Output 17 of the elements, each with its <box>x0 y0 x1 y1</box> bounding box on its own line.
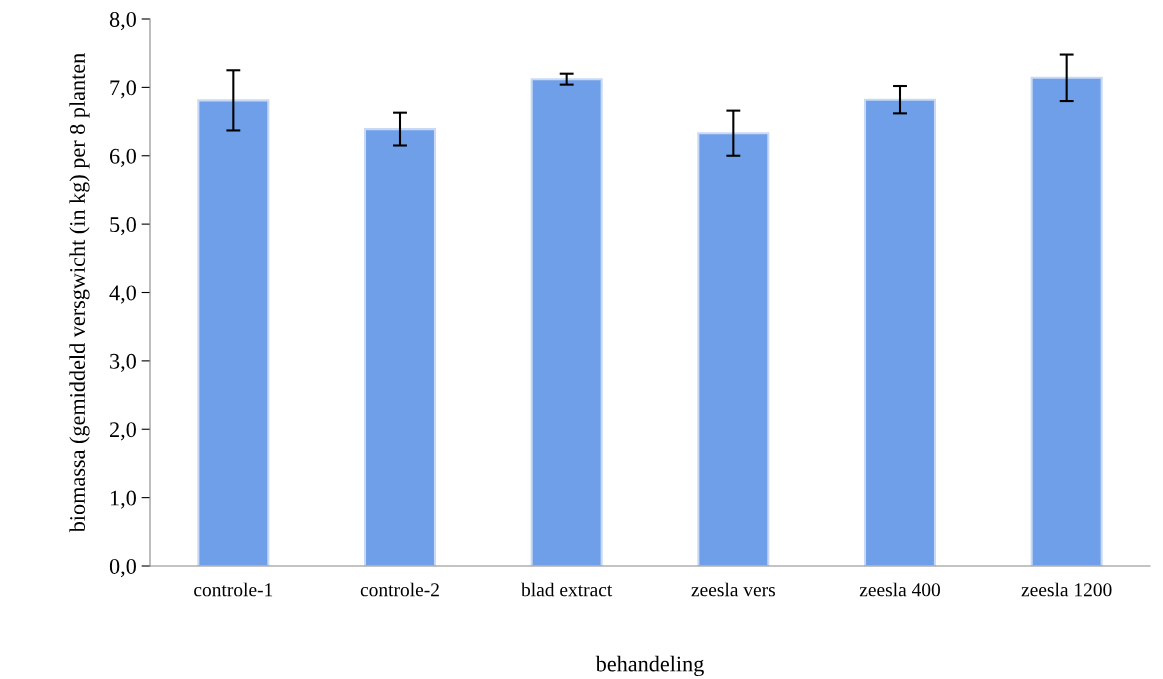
x-axis-title: behandeling <box>595 655 704 677</box>
x-tick-label: controle-1 <box>194 582 273 597</box>
y-tick-label: 6,0 <box>109 148 136 167</box>
y-tick-label: 3,0 <box>110 353 136 372</box>
x-tick-label: zeesla 400 <box>859 582 941 597</box>
y-tick-label: 5,0 <box>110 217 136 236</box>
y-tick-label: 1,0 <box>110 490 136 509</box>
y-tick-label: 8,0 <box>109 11 136 31</box>
y-tick-label: 2,0 <box>110 422 136 441</box>
x-tick-label: controle-2 <box>360 582 439 597</box>
y-tick-label: 7,0 <box>110 80 136 99</box>
x-tick-label: zeesla 1200 <box>1021 582 1112 597</box>
y-tick-label: 0,0 <box>109 558 136 578</box>
x-tick-label: blad extract <box>521 582 613 597</box>
x-tick-label: zeesla vers <box>691 582 775 597</box>
y-tick-label: 4,0 <box>109 285 136 304</box>
y-axis-title: biomassa (gemiddeld versgwicht (in kg) per 8 planten <box>69 53 90 533</box>
